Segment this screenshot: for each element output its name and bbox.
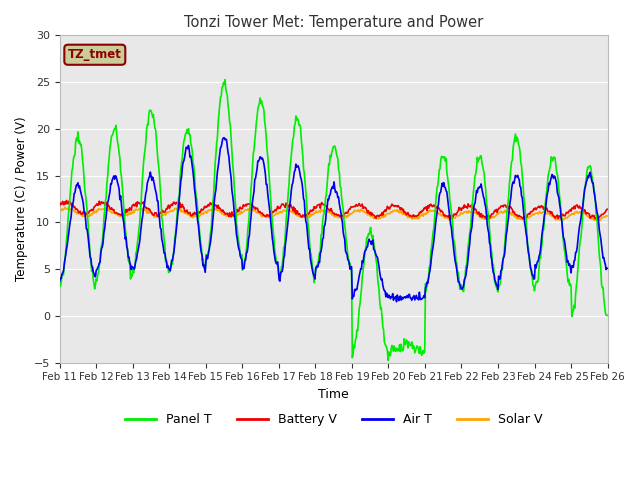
Text: TZ_tmet: TZ_tmet: [68, 48, 122, 61]
X-axis label: Time: Time: [318, 388, 349, 401]
Y-axis label: Temperature (C) / Power (V): Temperature (C) / Power (V): [15, 117, 28, 281]
Legend: Panel T, Battery V, Air T, Solar V: Panel T, Battery V, Air T, Solar V: [120, 408, 548, 431]
Title: Tonzi Tower Met: Temperature and Power: Tonzi Tower Met: Temperature and Power: [184, 15, 483, 30]
